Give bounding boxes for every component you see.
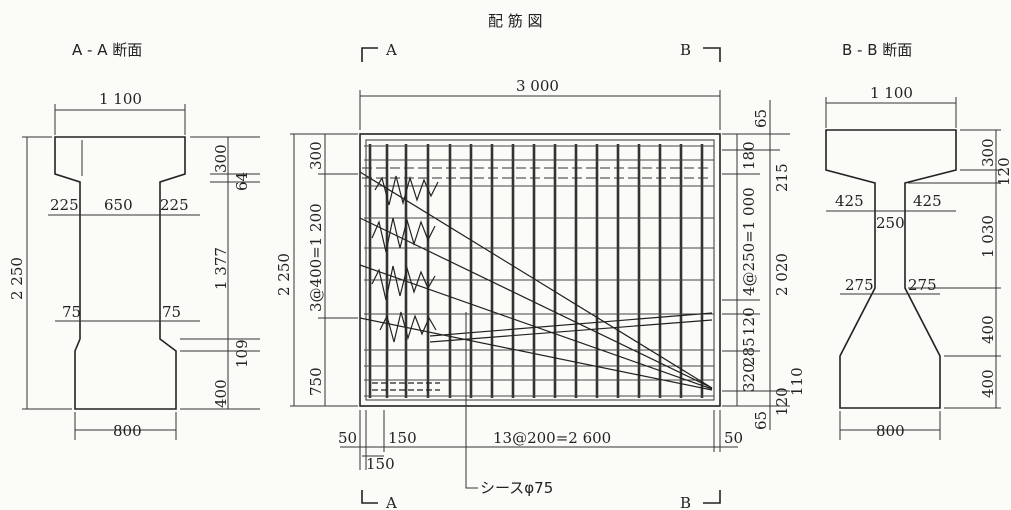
sheath-leader	[465, 312, 478, 489]
elevation-height: 2 250	[275, 253, 293, 296]
elevation-right-120a: 120	[740, 307, 758, 336]
tendon-6	[429, 319, 713, 343]
section-b-left-ledge-lower: 275	[845, 276, 874, 294]
elevation-left-bottom: 750	[307, 367, 325, 396]
section-label-a-top: A	[385, 41, 397, 59]
section-a-bottom-height: 400	[212, 379, 230, 408]
section-a-right-ledge: 225	[160, 196, 189, 214]
longitudinal-bars	[364, 145, 714, 397]
elevation-right-outer-middle: 2 020	[773, 253, 791, 296]
section-a-top-width: 1 100	[99, 90, 142, 108]
section-b-haunch-height: 400	[979, 315, 997, 344]
drawing-title: 配 筋 図	[488, 12, 543, 30]
anchorage-spiral	[371, 175, 440, 391]
section-b-web-height: 1 030	[979, 215, 997, 258]
spiral-1	[374, 175, 439, 206]
section-b-b: B - B 断面 1 100 425 425 250 275 275 300 1…	[825, 41, 1011, 440]
section-a-bottom-width: 800	[113, 422, 142, 440]
beam-outline	[359, 133, 721, 407]
section-b-left-ledge: 425	[835, 192, 864, 210]
section-a-total-height: 2 250	[8, 257, 26, 300]
section-a-right-ledge-lower: 75	[162, 303, 181, 321]
elevation-right-top: 180	[740, 141, 758, 170]
section-a-outline	[54, 136, 186, 410]
section-a-web-width: 650	[104, 196, 133, 214]
elevation-right-285: 285	[740, 337, 758, 366]
tendon-5	[429, 312, 713, 337]
section-a-fillet: 64	[233, 172, 251, 191]
section-a-flange-height: 300	[212, 144, 230, 173]
elevation-right-215: 215	[773, 163, 791, 192]
elevation-left-middle: 3@400=1 200	[307, 203, 325, 312]
section-a-a: A - A 断面 1 100 2 250 300 64 1 377 109 40…	[8, 41, 260, 440]
elevation-right-outer-top: 65	[752, 109, 770, 128]
section-b-title: B - B 断面	[842, 41, 912, 59]
spiral-4	[379, 311, 437, 343]
elevation-right-320: 320	[740, 363, 758, 392]
section-b-outline	[825, 129, 957, 409]
section-b-flange-height: 300	[979, 138, 997, 167]
section-b-fillet: 120	[995, 157, 1011, 186]
section-marker-b-top	[703, 47, 721, 62]
elevation-right-middle: 4@250=1 000	[740, 187, 758, 296]
stirrups	[368, 144, 704, 398]
section-b-web-width: 250	[876, 214, 905, 232]
elevation-bottom-right-end: 50	[724, 429, 743, 447]
section-label-a-bottom: A	[385, 494, 397, 510]
elevation-right-110: 110	[788, 367, 806, 396]
elevation-right-120b: 120	[773, 387, 791, 416]
spiral-2	[371, 217, 436, 253]
elevation-bottom-150a: 150	[388, 429, 417, 447]
beam-inner-cover	[365, 139, 715, 401]
elevation-left-top: 300	[307, 141, 325, 170]
section-b-right-ledge-lower: 275	[908, 276, 937, 294]
elevation-length: 3 000	[516, 77, 559, 95]
tendon-1	[359, 171, 713, 389]
section-b-bottom-width: 800	[876, 422, 905, 440]
section-a-left-ledge-lower: 75	[62, 303, 81, 321]
section-b-right-ledge: 425	[913, 192, 942, 210]
section-marker-a-top	[361, 47, 378, 62]
tendon-4	[359, 317, 713, 391]
section-marker-a-bottom	[361, 490, 378, 504]
section-label-b-bottom: B	[680, 494, 691, 510]
elevation-right-outer-bottom: 65	[752, 411, 770, 430]
section-b-top-width: 1 100	[870, 84, 913, 102]
section-a-left-ledge: 225	[50, 196, 79, 214]
elevation-bottom-150b: 150	[366, 455, 395, 473]
elevation-bottom-left-end: 50	[338, 429, 357, 447]
spiral-3	[371, 265, 436, 301]
section-label-b-top: B	[680, 41, 691, 59]
section-a-web-height: 1 377	[212, 247, 230, 290]
section-a-title: A - A 断面	[72, 41, 142, 59]
elevation-bottom-spacing: 13@200=2 600	[493, 429, 611, 447]
elevation-view: A B 3 000	[275, 41, 806, 510]
section-a-haunch: 109	[233, 339, 251, 368]
section-b-bottom-height: 400	[979, 369, 997, 398]
sheath-label: シースφ75	[480, 479, 553, 497]
tendon-2	[359, 217, 713, 389]
tendons	[359, 171, 713, 391]
section-marker-b-bottom	[703, 490, 721, 504]
